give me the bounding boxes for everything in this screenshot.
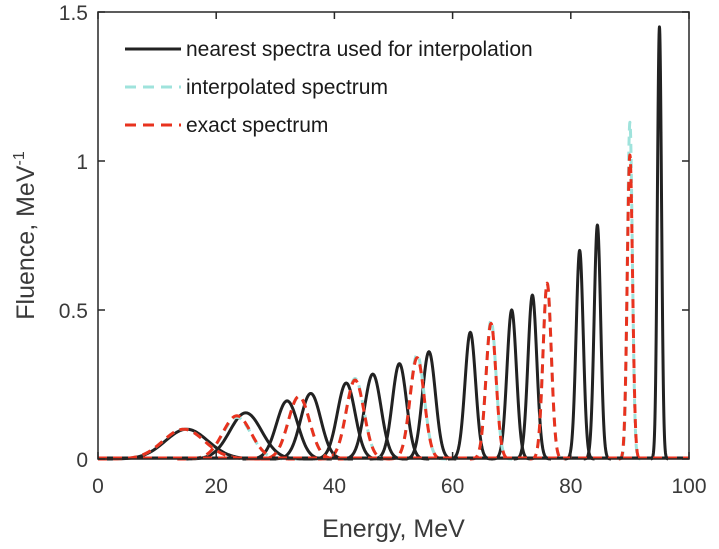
nearest-spectra-peak-9 [446, 330, 494, 461]
exact-spectrum-peak-6 [468, 321, 514, 461]
exact-spectrum-peak-7 [528, 281, 566, 461]
tick-layer: 0 20 40 60 80 100 0 0.5 1 1.5 [59, 2, 707, 498]
legend-label-interpolated-spectrum: interpolated spectrum [186, 76, 388, 99]
y-tick-label-1.5: 1.5 [59, 2, 88, 25]
nearest-spectra-peak-14 [649, 25, 670, 461]
exact-spectrum-peak-1 [98, 427, 271, 461]
exact-spectrum-peak-8 [617, 153, 643, 461]
exact-spectrum-peak-4 [317, 378, 393, 461]
y-tick-label-1: 1 [76, 151, 88, 174]
legend-label-exact-spectrum: exact spectrum [186, 114, 328, 137]
nearest-spectra-peak-13 [582, 223, 613, 461]
interpolated-spectrum-peak-1 [98, 427, 271, 461]
x-tick-label-80: 80 [559, 475, 582, 498]
axes-box [97, 11, 690, 460]
x-tick-label-0: 0 [92, 475, 104, 498]
legend: nearest spectra used for interpolation i… [125, 38, 533, 137]
x-tick-label-20: 20 [205, 475, 228, 498]
y-axis-label: Fluence, MeV-1 [11, 151, 40, 320]
nearest-spectra-peak-1 [98, 427, 277, 461]
series-layer [98, 25, 689, 461]
x-tick-label-100: 100 [671, 475, 706, 498]
y-axis-label-text: Fluence, MeV [12, 165, 40, 320]
legend-label-nearest-spectra: nearest spectra used for interpolation [186, 38, 533, 61]
x-axis-label: Energy, MeV [322, 515, 465, 543]
x-tick-label-60: 60 [441, 475, 464, 498]
y-tick-label-0.5: 0.5 [59, 300, 88, 323]
y-tick-label-0: 0 [76, 449, 88, 472]
x-tick-label-40: 40 [323, 475, 346, 498]
y-axis-label-superscript: -1 [11, 151, 28, 165]
nearest-spectra-peak-10 [490, 308, 533, 461]
nearest-spectra-peak-11 [512, 293, 553, 461]
